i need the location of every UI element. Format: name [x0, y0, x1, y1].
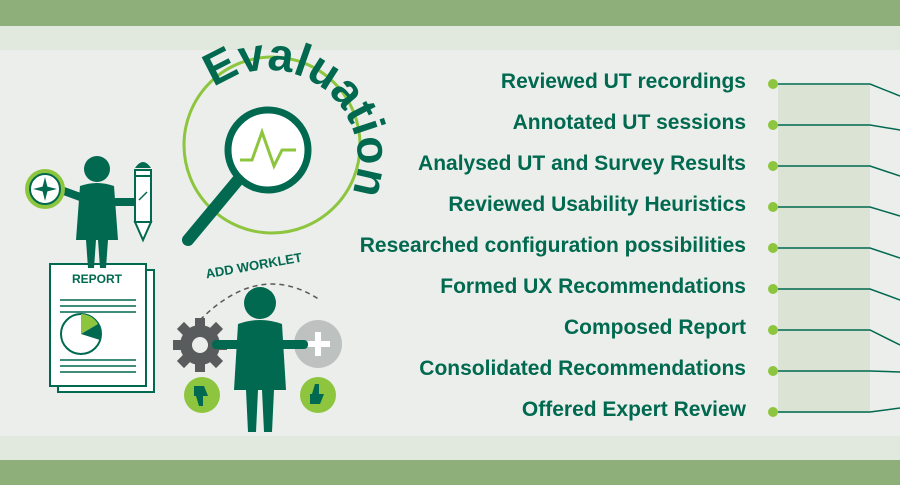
- bottom-strip: [0, 436, 900, 460]
- task-dot: [768, 79, 778, 89]
- task-item: Composed Report: [563, 316, 746, 339]
- pie-chart-icon: [60, 313, 102, 355]
- compass-icon: [25, 169, 65, 209]
- task-dot: [768, 161, 778, 171]
- connector-line: [778, 407, 900, 413]
- task-dot: [768, 407, 778, 417]
- connector-line: [778, 329, 900, 346]
- thumbs-up-icon: [300, 377, 336, 413]
- task-item: Annotated UT sessions: [512, 111, 746, 134]
- task-dot: [768, 120, 778, 130]
- report-label: REPORT: [72, 272, 123, 286]
- connector-line: [778, 247, 900, 259]
- pencil-icon: [133, 162, 153, 243]
- task-item: Analysed UT and Survey Results: [418, 152, 746, 175]
- task-item: Reviewed UT recordings: [500, 70, 746, 93]
- task-item: Formed UX Recommendations: [440, 275, 746, 298]
- thumbs-down-icon: [184, 377, 220, 413]
- report-doc-icon: [49, 263, 155, 393]
- task-dot: [768, 366, 778, 376]
- top-strip: [0, 26, 900, 50]
- task-item: Offered Expert Review: [521, 398, 746, 421]
- person-icon: [212, 287, 308, 432]
- bottom-band: [0, 460, 900, 485]
- task-dot: [768, 202, 778, 212]
- connector-line: [778, 165, 900, 177]
- plus-icon: [294, 320, 342, 368]
- connector-line: [778, 83, 900, 97]
- worklet-arc: [199, 283, 321, 321]
- connector-line: [778, 124, 900, 131]
- task-dot: [768, 243, 778, 253]
- connector-line: [778, 370, 900, 373]
- magnifier-icon: [182, 55, 362, 246]
- connector-line: [778, 206, 900, 217]
- task-dot: [768, 325, 778, 335]
- task-item: Reviewed Usability Heuristics: [448, 193, 746, 216]
- timeline-column: [778, 85, 870, 413]
- task-dot: [768, 284, 778, 294]
- connector-line: [778, 288, 900, 301]
- task-item: Consolidated Recommendations: [419, 357, 746, 380]
- person-icon: [60, 156, 140, 268]
- top-band: [0, 0, 900, 26]
- task-item: Researched configuration possibilities: [359, 234, 746, 257]
- connector-lines: [778, 83, 900, 413]
